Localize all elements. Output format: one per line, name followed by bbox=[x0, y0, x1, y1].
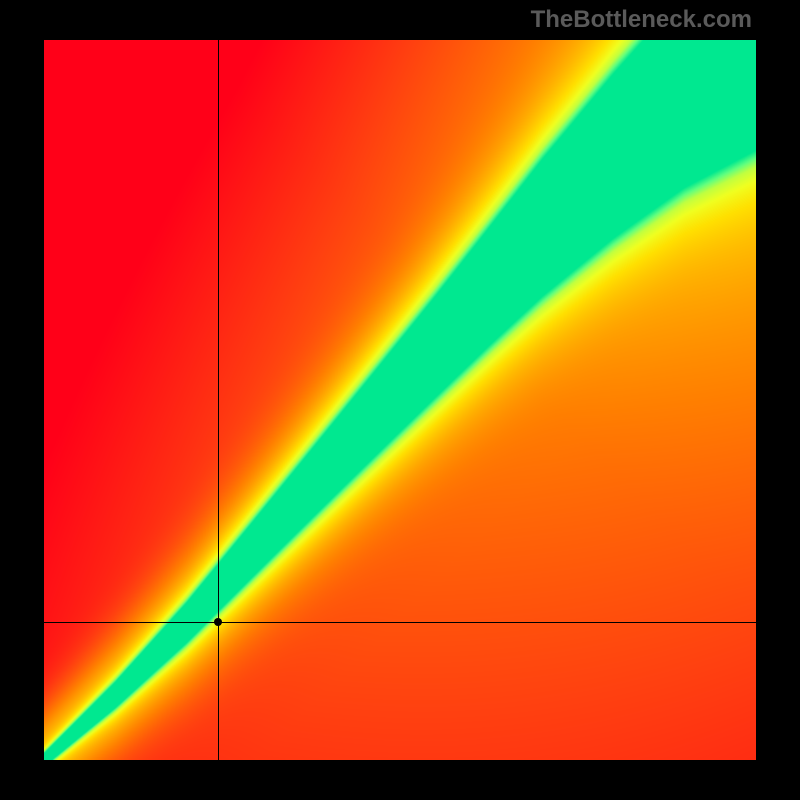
bottleneck-heatmap-canvas bbox=[44, 40, 756, 760]
crosshair-vertical-line bbox=[218, 40, 219, 760]
watermark-text: TheBottleneck.com bbox=[531, 6, 752, 34]
crosshair-horizontal-line bbox=[44, 622, 756, 623]
crosshair-marker-dot bbox=[214, 618, 222, 626]
heatmap-plot-area bbox=[44, 40, 756, 760]
